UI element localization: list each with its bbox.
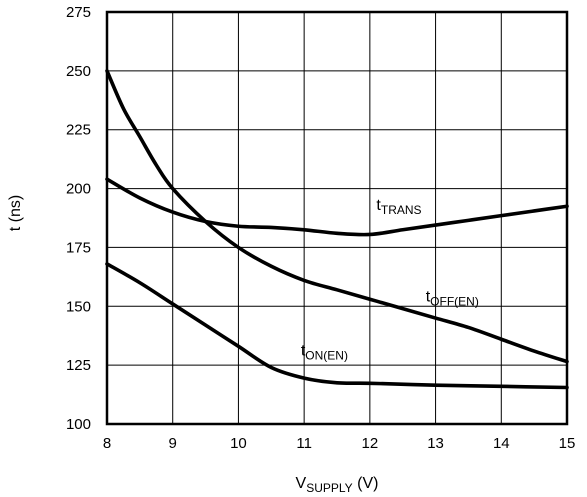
plot-frame (105, 10, 569, 426)
x-axis-label-subscript: SUPPLY (306, 481, 352, 495)
y-tick-label: 275 (66, 4, 91, 21)
y-axis-label: t (ns) (7, 195, 24, 231)
x-tick-label: 15 (559, 435, 576, 452)
series-label-subscript: OFF(EN) (430, 295, 479, 309)
x-axis-label-main: V (296, 475, 307, 492)
series-label-main: t (426, 289, 431, 306)
y-tick-label: 175 (66, 239, 91, 256)
series-label-off-en: tOFF(EN) (426, 289, 479, 309)
series-line-trans (105, 177, 569, 237)
series-label-trans: tTRANS (376, 197, 421, 217)
y-tick-label: 225 (66, 122, 91, 139)
x-tick-labels: 8 9 10 11 12 13 14 15 (103, 435, 576, 452)
series-curves (105, 69, 569, 390)
x-tick-label: 14 (493, 435, 510, 452)
series-label-on-en: tON(EN) (301, 343, 348, 363)
y-tick-labels: 100 125 150 175 200 225 250 275 (66, 4, 91, 433)
y-tick-label: 150 (66, 298, 91, 315)
x-tick-label: 8 (103, 435, 111, 452)
x-tick-label: 10 (230, 435, 247, 452)
series-label-main: t (301, 343, 306, 360)
x-tick-label: 12 (362, 435, 379, 452)
x-tick-label: 11 (296, 435, 312, 452)
y-tick-label: 125 (66, 357, 91, 374)
y-tick-label: 100 (66, 416, 91, 433)
series-line-on-en (105, 262, 569, 390)
gridlines (106, 11, 568, 425)
y-tick-label: 250 (66, 63, 91, 80)
x-axis-label: VSUPPLY (V) (296, 475, 379, 495)
series-label-subscript: ON(EN) (305, 349, 348, 363)
x-tick-label: 13 (427, 435, 444, 452)
y-tick-label: 200 (66, 181, 91, 198)
series-line-off-en (105, 69, 569, 364)
series-label-main: t (376, 197, 381, 214)
x-tick-label: 9 (169, 435, 177, 452)
x-axis-label-unit: (V) (353, 475, 379, 492)
series-label-subscript: TRANS (381, 203, 422, 217)
